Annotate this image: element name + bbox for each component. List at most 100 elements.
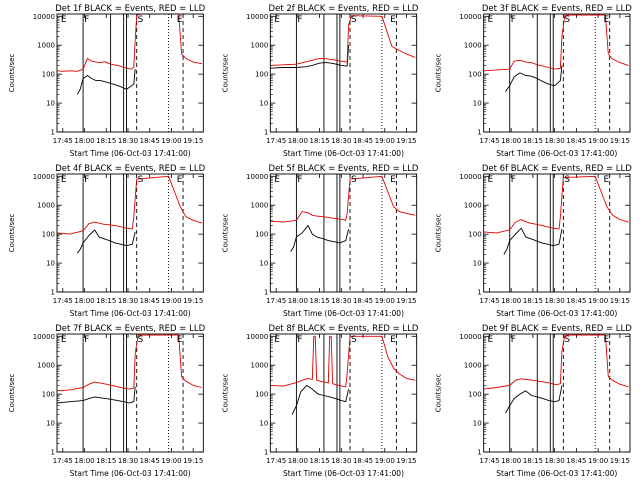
panel-title: Det 2f BLACK = Events, RED = LLD bbox=[269, 4, 419, 14]
y-tick-label: 1 bbox=[51, 129, 55, 137]
y-tick-label: 1000 bbox=[251, 42, 269, 50]
events-series-line bbox=[270, 45, 350, 69]
y-axis-label: Counts/sec bbox=[221, 374, 229, 413]
x-tick-label: 19:15 bbox=[183, 297, 203, 305]
x-tick-label: 19:15 bbox=[183, 457, 203, 465]
x-tick-label: 19:00 bbox=[375, 137, 395, 145]
detector-panel-4: Det 4f BLACK = Events, RED = LLD Counts/s… bbox=[8, 164, 206, 318]
x-tick-label: 18:30 bbox=[545, 137, 565, 145]
detector-panel-2: Det 2f BLACK = Events, RED = LLD Counts/s… bbox=[221, 4, 419, 158]
y-tick-label: 1 bbox=[477, 129, 481, 137]
panel-title: Det 9f BLACK = Events, RED = LLD bbox=[482, 324, 632, 334]
y-tick-label: 1000 bbox=[464, 42, 482, 50]
x-tick-label: 18:30 bbox=[118, 457, 138, 465]
plot-frame bbox=[56, 333, 204, 453]
x-tick-label: 18:00 bbox=[74, 137, 94, 145]
panel-title: Det 6f BLACK = Events, RED = LLD bbox=[482, 164, 632, 174]
events-series-line bbox=[291, 384, 350, 415]
y-tick-label: 10000 bbox=[459, 333, 481, 341]
lld-series-line bbox=[270, 15, 416, 66]
x-axis-label: Start Time (06-Oct-03 17:41:00) bbox=[70, 309, 191, 318]
detector-panel-8: Det 8f BLACK = Events, RED = LLD Counts/s… bbox=[221, 324, 419, 478]
y-tick-label: 1000 bbox=[37, 362, 55, 370]
y-tick-label: 10000 bbox=[33, 173, 55, 181]
detector-panel-6: Det 6f BLACK = Events, RED = LLD Counts/s… bbox=[435, 164, 633, 318]
flag-marker-s: S bbox=[351, 335, 357, 345]
y-tick-label: 10 bbox=[473, 100, 482, 108]
y-tick-label: 100 bbox=[42, 391, 55, 399]
x-tick-label: 18:15 bbox=[523, 137, 543, 145]
x-tick-label: 17:45 bbox=[479, 137, 499, 145]
x-tick-label: 17:45 bbox=[53, 137, 73, 145]
x-tick-label: 19:15 bbox=[396, 457, 416, 465]
detector-panel-5: Det 5f BLACK = Events, RED = LLD Counts/s… bbox=[221, 164, 419, 318]
x-tick-label: 18:15 bbox=[523, 297, 543, 305]
panel-title: Det 1f BLACK = Events, RED = LLD bbox=[55, 4, 205, 14]
x-axis-label: Start Time (06-Oct-03 17:41:00) bbox=[70, 469, 191, 478]
detector-panel-1: Det 1f BLACK = Events, RED = LLD Counts/s… bbox=[8, 4, 206, 158]
x-tick-label: 18:30 bbox=[545, 457, 565, 465]
x-tick-label: 17:45 bbox=[266, 457, 286, 465]
y-tick-label: 1000 bbox=[251, 202, 269, 210]
flag-marker-e: E bbox=[603, 175, 609, 185]
y-axis-label: Counts/sec bbox=[8, 374, 16, 413]
y-tick-label: 1 bbox=[51, 449, 55, 457]
y-tick-label: 10 bbox=[259, 260, 268, 268]
x-tick-label: 18:45 bbox=[353, 297, 373, 305]
y-tick-label: 1000 bbox=[251, 362, 269, 370]
x-tick-label: 19:15 bbox=[396, 137, 416, 145]
y-tick-label: 1 bbox=[477, 449, 481, 457]
y-tick-label: 10000 bbox=[459, 13, 481, 21]
x-tick-label: 19:00 bbox=[161, 137, 181, 145]
plot-frame bbox=[483, 173, 631, 293]
y-axis-label: Counts/sec bbox=[221, 214, 229, 253]
x-tick-label: 18:00 bbox=[288, 297, 308, 305]
events-series-line bbox=[76, 229, 136, 254]
x-tick-label: 18:30 bbox=[331, 457, 351, 465]
x-tick-label: 18:45 bbox=[140, 137, 160, 145]
x-tick-label: 19:00 bbox=[588, 297, 608, 305]
flag-marker-e: E bbox=[274, 175, 280, 185]
x-tick-label: 18:30 bbox=[118, 297, 138, 305]
flag-marker-e: E bbox=[603, 335, 609, 345]
flag-marker-f: F bbox=[511, 335, 516, 345]
x-tick-label: 17:45 bbox=[479, 297, 499, 305]
x-tick-label: 17:45 bbox=[266, 137, 286, 145]
flag-marker-e: E bbox=[177, 335, 183, 345]
x-tick-label: 19:00 bbox=[161, 457, 181, 465]
x-tick-label: 18:00 bbox=[501, 137, 521, 145]
events-series-line bbox=[505, 65, 563, 92]
flag-marker-f: F bbox=[84, 335, 89, 345]
x-axis-label: Start Time (06-Oct-03 17:41:00) bbox=[283, 309, 404, 318]
plot-frame bbox=[269, 173, 418, 293]
events-series-line bbox=[503, 227, 563, 255]
lld-series-line bbox=[56, 175, 203, 235]
plot-frame bbox=[483, 333, 631, 453]
x-tick-label: 18:15 bbox=[309, 457, 329, 465]
flag-marker-s: S bbox=[564, 335, 570, 345]
x-tick-label: 18:45 bbox=[140, 297, 160, 305]
x-axis-label: Start Time (06-Oct-03 17:41:00) bbox=[496, 469, 617, 478]
flag-marker-f: F bbox=[511, 15, 516, 25]
lld-series-line bbox=[483, 14, 629, 72]
y-axis-label: Counts/sec bbox=[435, 374, 443, 413]
panel-title: Det 5f BLACK = Events, RED = LLD bbox=[269, 164, 419, 174]
y-axis-label: Counts/sec bbox=[435, 214, 443, 253]
x-tick-label: 18:15 bbox=[309, 297, 329, 305]
x-tick-label: 17:45 bbox=[53, 297, 73, 305]
x-axis-label: Start Time (06-Oct-03 17:41:00) bbox=[496, 309, 617, 318]
x-tick-label: 19:00 bbox=[375, 297, 395, 305]
x-tick-label: 18:15 bbox=[96, 457, 116, 465]
y-tick-label: 100 bbox=[255, 391, 268, 399]
plot-frame bbox=[269, 333, 418, 453]
x-tick-label: 18:30 bbox=[331, 137, 351, 145]
plot-frame bbox=[56, 13, 204, 133]
y-tick-label: 100 bbox=[468, 71, 481, 79]
x-tick-label: 18:15 bbox=[96, 297, 116, 305]
x-tick-label: 18:45 bbox=[353, 137, 373, 145]
x-axis-label: Start Time (06-Oct-03 17:41:00) bbox=[496, 149, 617, 158]
panel-title: Det 8f BLACK = Events, RED = LLD bbox=[269, 324, 419, 334]
x-tick-label: 18:00 bbox=[288, 137, 308, 145]
x-tick-label: 18:45 bbox=[140, 457, 160, 465]
x-tick-label: 18:00 bbox=[74, 297, 94, 305]
